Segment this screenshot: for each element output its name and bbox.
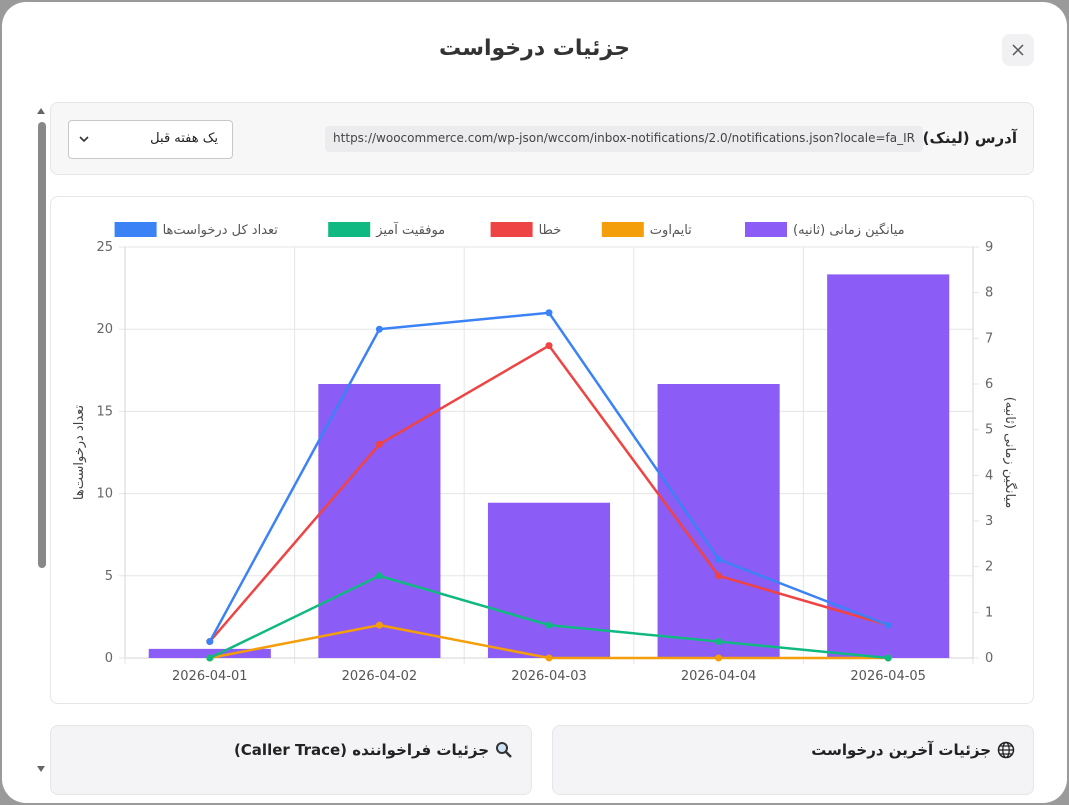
y-right-tick-label: 5: [985, 423, 993, 438]
series-point: [375, 440, 383, 448]
x-tick-label: 2026-04-01: [172, 669, 248, 684]
y-left-axis-title: تعداد درخواست‌ها: [72, 405, 87, 501]
chevron-down-icon: [79, 136, 89, 143]
legend-swatch: [328, 222, 371, 237]
series-point: [375, 325, 383, 333]
x-tick-label: 2026-04-02: [342, 669, 418, 684]
x-tick-label: 2026-04-05: [850, 669, 926, 684]
series-point: [884, 621, 892, 629]
y-right-tick-label: 0: [985, 651, 993, 666]
series-point: [545, 621, 553, 629]
bar-avg-time: [487, 502, 611, 658]
series-point: [715, 638, 723, 646]
y-right-tick-label: 1: [985, 605, 993, 620]
series-point: [206, 638, 214, 646]
x-tick-label: 2026-04-04: [681, 669, 757, 684]
close-button[interactable]: [1002, 34, 1034, 66]
scroll-thumb[interactable]: [38, 122, 46, 568]
series-point: [375, 621, 383, 629]
series-point: [206, 654, 214, 662]
chart-card: 0 5 10 15 20 25 0 1 2 3 4 5 6 7 8 9 2026-04-01 2026-04-02…: [50, 196, 1034, 704]
series-point: [715, 654, 723, 662]
legend-label: تایم‌اوت: [650, 223, 692, 238]
y-left-tick-label: 15: [96, 404, 113, 419]
x-tick-label: 2026-04-03: [511, 669, 587, 684]
y-right-tick-label: 8: [985, 286, 993, 301]
time-range-select[interactable]: یک هفته قبل: [68, 120, 233, 159]
y-left-tick-label: 25: [96, 240, 113, 255]
legend-swatch: [490, 222, 533, 237]
y-left-tick-label: 20: [96, 322, 113, 337]
legend-swatch: [601, 222, 644, 237]
scroll-down-arrow[interactable]: [37, 766, 45, 772]
series-point: [545, 654, 553, 662]
series-point: [715, 555, 723, 563]
series-point: [884, 654, 892, 662]
globe-icon: [997, 741, 1015, 759]
y-right-tick-label: 3: [985, 514, 993, 529]
vertical-scrollbar[interactable]: [36, 106, 48, 774]
legend-label: میانگین زمانی (ثانیه): [793, 222, 905, 238]
modal-title: جزئیات درخواست: [439, 36, 630, 61]
time-range-value: یک هفته قبل: [150, 131, 218, 146]
y-right-tick-label: 4: [985, 468, 993, 483]
close-icon: [1012, 44, 1024, 56]
y-left-tick-label: 0: [105, 651, 113, 666]
y-right-tick-label: 6: [985, 377, 993, 392]
legend-label: تعداد کل درخواست‌ها: [163, 223, 279, 238]
last-request-title: جزئیات آخرین درخواست: [811, 741, 991, 759]
bar-avg-time: [318, 384, 441, 658]
last-request-panel[interactable]: جزئیات آخرین درخواست: [552, 725, 1034, 795]
y-left-tick-label: 5: [105, 569, 113, 584]
bar-avg-time: [827, 274, 950, 658]
series-point: [375, 572, 383, 580]
y-right-tick-label: 7: [985, 331, 993, 346]
y-right-tick-label: 9: [985, 240, 993, 255]
scroll-up-arrow[interactable]: [37, 108, 45, 114]
search-icon: [495, 741, 513, 759]
legend-label: موفقیت آمیز: [375, 221, 445, 238]
bar-avg-time: [657, 384, 780, 658]
series-point: [545, 342, 553, 350]
legend-swatch: [114, 222, 157, 237]
y-right-axis-title: میانگین زمانی (ثانیه): [1002, 397, 1018, 509]
bar-avg-time: [148, 648, 271, 658]
caller-trace-panel[interactable]: جزئیات فراخواننده (Caller Trace): [50, 725, 532, 795]
y-left-tick-label: 10: [96, 487, 113, 502]
requests-chart: 0 5 10 15 20 25 0 1 2 3 4 5 6 7 8 9 2026-04-01 2026-04-02…: [72, 221, 1018, 684]
legend-swatch: [745, 222, 787, 237]
url-label: آدرس (لینک):: [916, 129, 1017, 147]
series-point: [715, 572, 723, 580]
url-value: https://woocommerce.com/wp-json/wccom/in…: [325, 126, 923, 152]
series-point: [545, 309, 553, 317]
caller-trace-title: جزئیات فراخواننده (Caller Trace): [233, 741, 489, 759]
y-right-tick-label: 2: [985, 560, 993, 575]
legend-label: خطا: [539, 223, 562, 238]
url-card: آدرس (لینک): https://woocommerce.com/wp-…: [50, 102, 1034, 175]
